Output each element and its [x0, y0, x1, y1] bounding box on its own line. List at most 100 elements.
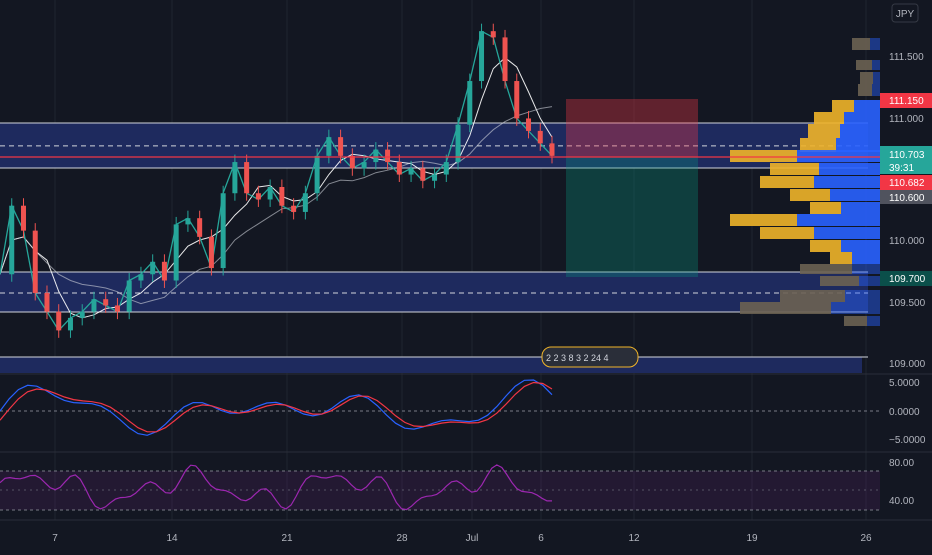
zone-border-lines	[0, 122, 868, 358]
candle-body-10	[114, 305, 120, 312]
candle-body-22	[255, 193, 261, 200]
level-badge-gray-text: 110.600	[889, 193, 925, 204]
volume-bar-up-13	[797, 214, 880, 226]
candle-body-29	[338, 137, 344, 156]
oscillator-tick-minus5: −5.0000	[889, 435, 926, 446]
volume-bar-down-0	[852, 38, 870, 50]
volume-bar-down-3	[858, 84, 872, 96]
level-badge-red	[880, 175, 932, 190]
candle-body-15	[173, 224, 179, 281]
candle-body-1	[9, 205, 15, 275]
long-position-target-zone[interactable]	[566, 157, 698, 277]
bottom-zone	[0, 357, 862, 373]
long-position-stop-zone[interactable]	[566, 99, 698, 157]
candle-body-33	[385, 149, 391, 163]
volume-bar-down-2	[860, 72, 873, 84]
rsi-pane[interactable]: 80.00 40.00	[0, 458, 914, 511]
support-badge	[880, 271, 932, 286]
volume-bar-up-3	[872, 84, 880, 96]
volume-bar-up-10	[814, 176, 880, 188]
volume-bar-down-6	[808, 124, 840, 138]
candles	[9, 23, 555, 338]
candle-body-38	[443, 162, 449, 175]
volume-bar-down-17	[800, 264, 852, 274]
last-price-badge	[880, 146, 932, 174]
volume-bar-up-18	[859, 276, 880, 286]
volume-bar-up-12	[841, 202, 880, 214]
candle-body-26	[302, 193, 308, 212]
candle-body-12	[138, 274, 144, 281]
support-badge-text: 109.700	[889, 274, 926, 285]
candle-body-44	[514, 81, 520, 119]
volume-bar-up-5	[844, 112, 880, 124]
volume-bar-down-5	[814, 112, 844, 124]
oscillator-tick-5: 5.0000	[889, 378, 920, 389]
volume-bar-up-4	[854, 100, 880, 112]
candle-body-2	[20, 205, 26, 231]
volume-bar-up-19	[845, 290, 880, 302]
currency-label: JPY	[896, 9, 915, 20]
candle-body-47	[549, 143, 555, 156]
volume-bar-down-15	[810, 240, 841, 252]
volume-bar-down-8	[730, 150, 797, 162]
candle-body-4	[44, 292, 50, 312]
candle-body-16	[185, 218, 191, 225]
event-markers-pill[interactable]	[541, 346, 639, 368]
candle-body-28	[326, 137, 332, 156]
volume-bar-down-9	[770, 163, 819, 175]
candle-body-45	[526, 118, 532, 131]
candle-body-23	[267, 187, 273, 200]
event-markers-text: 2 2 3 8 3 2 24 4	[546, 353, 609, 363]
candle-body-11	[126, 280, 132, 312]
time-label-6: 12	[628, 533, 640, 544]
rsi-tick-80: 80.00	[889, 458, 914, 469]
candle-body-9	[103, 299, 109, 306]
volume-bar-up-16	[852, 252, 880, 264]
volume-bar-down-19	[780, 290, 845, 302]
oscillator-pane[interactable]: 5.0000 0.0000 −5.0000	[0, 378, 926, 446]
candle-body-5	[56, 311, 62, 331]
price-tick-110000: 110.000	[889, 236, 925, 247]
time-label-2: 21	[281, 533, 293, 544]
time-axis[interactable]: 7 14 21 28 Jul 6 12 19 26	[52, 533, 872, 544]
candle-body-35	[408, 168, 414, 175]
candle-body-24	[279, 187, 285, 206]
support-zone	[0, 272, 868, 312]
candle-body-34	[396, 162, 402, 175]
rsi-tick-40: 40.00	[889, 496, 914, 507]
candle-body-14	[161, 261, 167, 281]
candle-body-20	[232, 162, 238, 194]
volume-bar-down-18	[820, 276, 859, 286]
oscillator-slow-line	[0, 381, 553, 433]
time-label-4: Jul	[466, 533, 479, 544]
volume-bar-down-7	[800, 138, 836, 152]
volume-bar-up-9	[819, 163, 880, 175]
price-tick-109500: 109.500	[889, 298, 926, 309]
candle-body-27	[314, 155, 320, 194]
candle-body-46	[537, 130, 543, 144]
time-label-7: 19	[746, 533, 758, 544]
volume-bar-down-14	[760, 227, 814, 239]
candle-body-25	[291, 205, 297, 212]
volume-bar-up-6	[840, 124, 880, 138]
volume-bar-down-10	[760, 176, 814, 188]
candle-body-18	[208, 236, 214, 269]
volume-bar-down-12	[810, 202, 841, 214]
volume-bar-up-7	[836, 138, 880, 152]
time-label-0: 7	[52, 533, 58, 544]
currency-badge-box[interactable]	[891, 3, 919, 23]
oscillator-fast-line	[0, 379, 553, 436]
volume-bar-up-20	[831, 302, 880, 314]
volume-bar-down-11	[790, 189, 830, 201]
volume-bar-up-15	[841, 240, 880, 252]
volume-bar-down-1	[856, 60, 872, 70]
volume-bar-up-17	[852, 264, 880, 274]
event-markers[interactable]: 2 2 3 8 3 2 24 4	[541, 346, 639, 368]
candle-body-41	[479, 31, 485, 82]
volume-bar-up-14	[814, 227, 880, 239]
level-badge-top	[880, 93, 932, 108]
level-badge-gray	[880, 190, 932, 204]
price-axis[interactable]: JPY 111.500 111.000 110.000 109.500 109.…	[880, 0, 932, 550]
